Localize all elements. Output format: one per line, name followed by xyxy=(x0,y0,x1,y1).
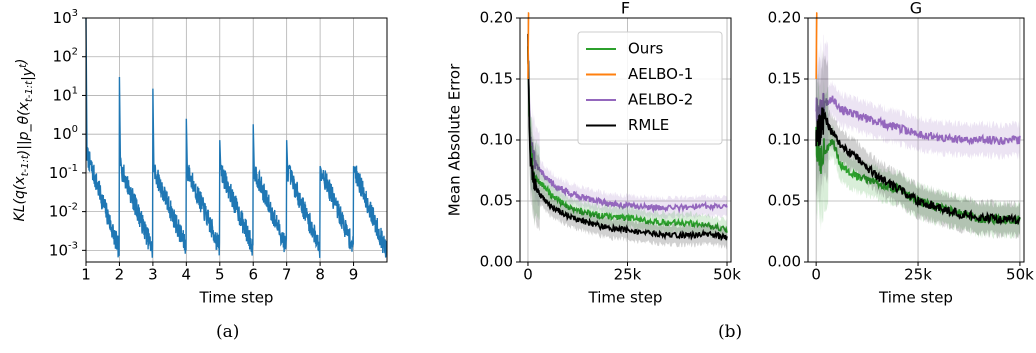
kl-xlabel: Time step xyxy=(199,289,274,307)
panel-g-band-ours xyxy=(816,68,1020,240)
kl-ytick-label-6: 103 xyxy=(53,8,78,27)
panel-f-band-rmle xyxy=(527,18,728,250)
panel-g-ytick-label-2: 0.10 xyxy=(768,131,801,149)
panel-f-xlabel: Time step xyxy=(588,289,663,307)
legend-label-ours: Ours xyxy=(628,40,663,58)
panel-f-ytick-label-4: 0.20 xyxy=(480,9,513,27)
panel-f-title: F xyxy=(621,0,630,18)
panel-f-plot-area xyxy=(527,18,728,250)
panel-f-xtick-label-0: 0 xyxy=(523,266,533,284)
panel-f-series-aelbo1 xyxy=(527,12,530,80)
legend-label-aelbo1: AELBO-1 xyxy=(628,65,693,83)
kl-ytick-label-3: 100 xyxy=(53,124,78,143)
kl-xtick-label-2: 2 xyxy=(115,266,125,284)
panel-g-ytick-label-3: 0.15 xyxy=(768,70,801,88)
kl-xtick-label-4: 4 xyxy=(182,266,192,284)
panel-g-series-rmle xyxy=(815,107,1021,226)
panel-f-band-ours xyxy=(527,18,728,243)
legend-label-aelbo2: AELBO-2 xyxy=(628,91,693,109)
legend-box xyxy=(577,31,723,145)
kl-ytick-label-5: 102 xyxy=(53,47,78,66)
kl-ytick-label-0: 10-3 xyxy=(49,240,78,259)
kl-xtick-label-7: 7 xyxy=(282,266,292,284)
panel-f-ytick-label-2: 0.10 xyxy=(480,131,513,149)
panel-f-xtick-label-2: 50k xyxy=(713,266,741,284)
panel-g-ytick-label-4: 0.20 xyxy=(768,9,801,27)
kl-xtick-label-5: 5 xyxy=(215,266,225,284)
panel-label-b: (b) xyxy=(718,322,743,342)
panel-g-ytick-label-1: 0.05 xyxy=(768,192,801,210)
kl-ytick-label-2: 10-1 xyxy=(49,163,78,182)
panel-f-series-ours xyxy=(527,46,728,233)
panel-f-series-rmle xyxy=(527,33,728,242)
panel-f-ytick-label-1: 0.05 xyxy=(480,192,513,210)
panel-g-xtick-label-2: 50k xyxy=(1006,266,1034,284)
panel-g-band-aelbo2 xyxy=(816,34,1020,186)
kl-axes-frame xyxy=(85,17,388,263)
panel-g-title: G xyxy=(910,0,922,18)
panel-g-plot-area xyxy=(815,34,1021,240)
panel-g-series-aelbo1 xyxy=(815,12,818,80)
panel-f-ytick-label-3: 0.15 xyxy=(480,70,513,88)
kl-xtick-label-6: 6 xyxy=(248,266,258,284)
legend-label-rmle: RMLE xyxy=(628,116,669,134)
kl-xtick-label-3: 3 xyxy=(148,266,158,284)
panel-f-series-aelbo2 xyxy=(527,46,728,214)
panel-g-xtick-label-1: 25k xyxy=(904,266,932,284)
panel-f-ytick-label-0: 0.00 xyxy=(480,253,513,271)
panel-f-ylabel: Mean Absolute Error xyxy=(446,63,464,216)
panel-f-xtick-label-1: 25k xyxy=(614,266,642,284)
panel-f-band-aelbo2 xyxy=(527,18,728,221)
kl-xtick-label-8: 8 xyxy=(315,266,325,284)
kl-ytick-label-1: 10-2 xyxy=(49,202,78,221)
panel-g-xtick-label-0: 0 xyxy=(811,266,821,284)
panel-label-a: (a) xyxy=(216,322,240,342)
panel-g-ytick-label-0: 0.00 xyxy=(768,253,801,271)
kl-ylabel: KL(q(xt-1:t)||p_θ(xt-1:t|yt) xyxy=(12,59,36,222)
panel-g-series-aelbo2 xyxy=(815,92,1021,146)
kl-ytick-label-4: 101 xyxy=(53,85,78,104)
kl-series-line xyxy=(85,17,388,258)
kl-xtick-label-1: 1 xyxy=(81,266,91,284)
panel-g-xlabel: Time step xyxy=(878,289,953,307)
kl-xtick-label-9: 9 xyxy=(349,266,359,284)
